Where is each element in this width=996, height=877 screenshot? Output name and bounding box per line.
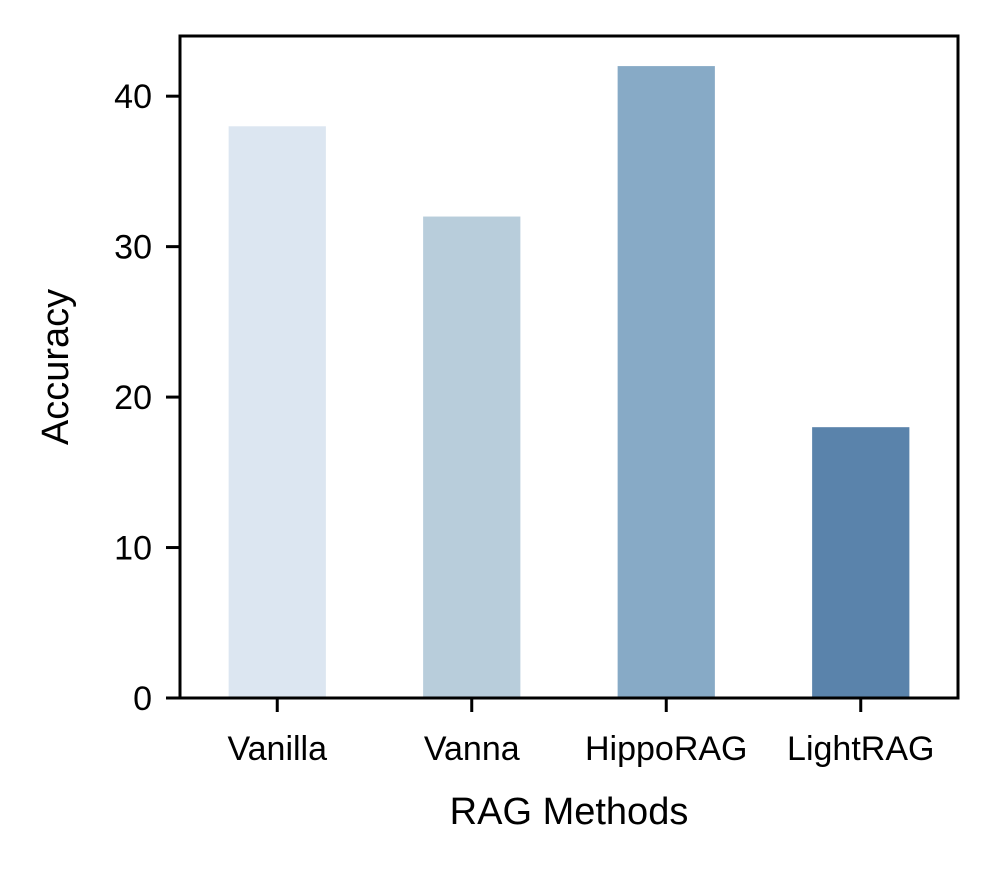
bar-hipporag xyxy=(617,66,715,698)
bar-vanna xyxy=(423,216,521,698)
x-tick-label: Vanilla xyxy=(227,730,327,768)
plot-frame xyxy=(178,34,960,700)
y-axis-title: Accuracy xyxy=(35,289,77,445)
y-tick-label: 0 xyxy=(133,680,152,718)
bar-vanilla xyxy=(228,126,326,699)
y-tick-label: 10 xyxy=(114,530,152,568)
y-tick-label: 40 xyxy=(114,78,152,116)
y-tick-label: 30 xyxy=(114,229,152,267)
y-tick-label: 20 xyxy=(114,379,152,417)
bar-lightrag xyxy=(812,427,910,698)
x-axis-ticks: Vanilla Vanna HippoRAG LightRAG xyxy=(227,698,934,768)
x-axis-title: RAG Methods xyxy=(450,791,689,833)
x-tick-label: HippoRAG xyxy=(585,730,748,768)
x-tick-label: Vanna xyxy=(424,730,520,768)
x-tick-label: LightRAG xyxy=(787,730,934,768)
y-axis-ticks: 0 10 20 30 40 xyxy=(114,78,180,718)
bars-layer xyxy=(228,66,910,699)
